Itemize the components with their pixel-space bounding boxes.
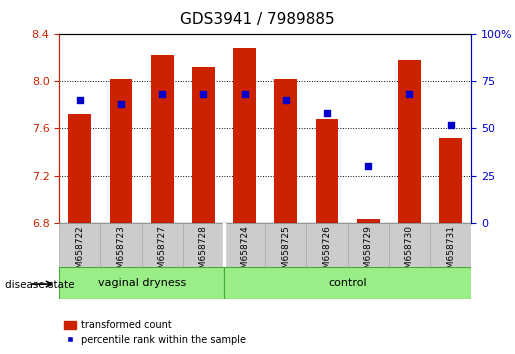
FancyBboxPatch shape	[224, 267, 471, 299]
Point	[117, 101, 125, 107]
FancyBboxPatch shape	[265, 223, 306, 267]
Bar	[110, 79, 132, 223]
Point	[158, 91, 166, 97]
Text: GSM658729: GSM658729	[364, 225, 373, 280]
Bar	[68, 114, 91, 223]
Bar	[357, 219, 380, 223]
Text: GSM658731: GSM658731	[446, 225, 455, 280]
Bar	[439, 138, 462, 223]
Text: GSM658728: GSM658728	[199, 225, 208, 280]
Text: GSM658727: GSM658727	[158, 225, 167, 280]
Point	[447, 122, 455, 127]
Text: disease state: disease state	[5, 280, 75, 290]
FancyBboxPatch shape	[224, 223, 265, 267]
Bar	[192, 67, 215, 223]
Bar	[274, 79, 297, 223]
FancyBboxPatch shape	[430, 223, 471, 267]
Text: GDS3941 / 7989885: GDS3941 / 7989885	[180, 12, 335, 27]
FancyBboxPatch shape	[59, 267, 224, 299]
FancyBboxPatch shape	[389, 223, 430, 267]
Text: vaginal dryness: vaginal dryness	[97, 278, 186, 288]
Legend: transformed count, percentile rank within the sample: transformed count, percentile rank withi…	[64, 320, 246, 345]
Point	[76, 97, 84, 103]
FancyBboxPatch shape	[183, 223, 224, 267]
Point	[241, 91, 249, 97]
Bar	[316, 119, 338, 223]
Point	[364, 163, 372, 169]
Text: GSM658724: GSM658724	[240, 225, 249, 280]
Text: GSM658723: GSM658723	[116, 225, 126, 280]
FancyBboxPatch shape	[100, 223, 142, 267]
Text: GSM658722: GSM658722	[75, 225, 84, 280]
Point	[405, 91, 414, 97]
Bar	[233, 48, 256, 223]
Point	[323, 110, 331, 116]
FancyBboxPatch shape	[142, 223, 183, 267]
FancyBboxPatch shape	[306, 223, 348, 267]
Text: control: control	[329, 278, 367, 288]
Text: GSM658725: GSM658725	[281, 225, 290, 280]
Text: GSM658726: GSM658726	[322, 225, 332, 280]
Text: GSM658730: GSM658730	[405, 225, 414, 280]
FancyBboxPatch shape	[59, 223, 100, 267]
Bar	[151, 55, 174, 223]
Point	[282, 97, 290, 103]
Bar	[398, 60, 421, 223]
FancyBboxPatch shape	[348, 223, 389, 267]
Point	[199, 91, 208, 97]
